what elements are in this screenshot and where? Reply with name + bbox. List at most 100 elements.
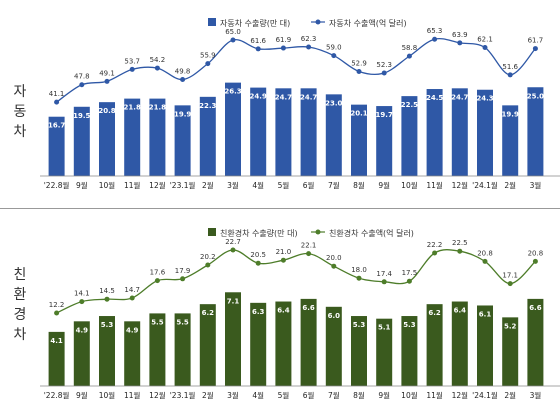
bar-value-label: 22.5 (401, 101, 418, 109)
x-tick-label: 9월 (76, 390, 88, 400)
line-value-label: 51.6 (502, 63, 518, 71)
legend-bar-label: 자동차 수출량(만 대) (220, 18, 290, 28)
line-value-label: 52.9 (351, 59, 367, 67)
line-point (230, 247, 236, 253)
x-tick-label: '23.1월 (170, 390, 196, 400)
x-tick-label: 4월 (252, 180, 264, 190)
line-point (482, 258, 488, 264)
line-point (79, 299, 85, 305)
x-tick-label: 5월 (278, 390, 290, 400)
row-label-char: 자 (13, 84, 27, 100)
bar (124, 98, 141, 176)
bar (451, 301, 468, 386)
bar (149, 313, 166, 386)
bar (300, 88, 317, 176)
bar (99, 102, 115, 176)
x-tick-label: 6월 (303, 180, 315, 190)
x-tick-label: 3월 (530, 180, 542, 190)
x-tick-label: 4월 (252, 390, 264, 400)
bar-value-label: 19.5 (73, 112, 90, 120)
bar-value-label: 5.1 (378, 324, 391, 332)
bar (351, 316, 367, 386)
bar (451, 88, 468, 176)
line-point (432, 250, 438, 256)
eco-car-export-chart: 친환경차 수출량(만 대) 친환경차 수출액(억 달러) 4.1 4.9 5.3 4.9 5… (40, 228, 560, 400)
row-label-char: 친 (13, 267, 27, 283)
line-point (205, 61, 211, 67)
line-value-label: 22.5 (452, 239, 468, 247)
line-point (230, 37, 236, 43)
line-value-label: 54.2 (150, 56, 166, 64)
line-value-label: 20.8 (477, 249, 493, 257)
line-point (406, 278, 412, 284)
line-value-label: 61.7 (528, 37, 544, 45)
x-tick-label: 9월 (378, 390, 390, 400)
x-tick-label: 2월 (504, 390, 516, 400)
bar (149, 98, 166, 176)
bar-value-label: 24.9 (250, 93, 267, 101)
x-tick-label: 3월 (227, 390, 239, 400)
x-tick-label: 2월 (202, 390, 214, 400)
line-value-label: 22.7 (225, 238, 241, 246)
line-value-label: 55.9 (200, 52, 216, 60)
bar-value-label: 6.4 (454, 307, 467, 315)
x-tick-label: 5월 (278, 180, 290, 190)
bar (426, 304, 443, 386)
line-value-label: 21.0 (276, 248, 292, 256)
x-tick-label: 10월 (401, 180, 418, 190)
line-point (79, 82, 85, 88)
bar (376, 106, 393, 176)
line-value-label: 20.8 (528, 249, 544, 257)
bar (325, 94, 342, 176)
x-tick-label: 7월 (328, 390, 340, 400)
chart-legend: 친환경차 수출량(만 대) 친환경차 수출액(억 달러) (208, 228, 414, 238)
bar (225, 292, 241, 386)
line-point (104, 296, 110, 302)
x-tick-label: 11월 (426, 180, 443, 190)
line-point (306, 44, 312, 50)
x-tick-label: '22.8월 (44, 390, 70, 400)
bar (99, 316, 115, 386)
line-value-label: 61.6 (250, 37, 266, 45)
line-point (180, 77, 186, 83)
line-point (507, 281, 513, 287)
line-value-label: 22.2 (427, 241, 443, 249)
line-point (381, 70, 387, 76)
bar-value-label: 5.5 (176, 318, 189, 326)
line-value-label: 49.1 (99, 69, 115, 77)
line-value-label: 61.9 (276, 36, 292, 44)
bar (275, 88, 292, 176)
x-tick-label: 12월 (149, 390, 166, 400)
bar (73, 321, 90, 386)
line-point (507, 72, 513, 78)
line-value-label: 14.5 (99, 287, 115, 295)
line-point (129, 66, 135, 72)
bar (124, 321, 141, 386)
chart-legend: 자동차 수출량(만 대) 자동차 수출액(억 달러) (208, 18, 407, 28)
line-value-label: 17.9 (175, 267, 191, 275)
bar-value-label: 5.3 (353, 321, 366, 329)
line-value-label: 14.1 (74, 290, 90, 298)
line-value-label: 17.1 (502, 272, 518, 280)
bar-value-label: 6.0 (328, 312, 341, 320)
x-tick-label: 11월 (426, 390, 443, 400)
bar-value-label: 6.2 (202, 309, 215, 317)
bar-value-label: 22.3 (199, 102, 216, 110)
bar-value-label: 20.8 (98, 107, 115, 115)
bar-value-label: 24.3 (476, 95, 493, 103)
line-point (331, 53, 337, 59)
x-tick-label: 9월 (76, 180, 88, 190)
line-value-label: 65.0 (225, 28, 241, 36)
line-point (457, 248, 463, 254)
bar-value-label: 21.8 (124, 104, 141, 112)
line-value-label: 59.0 (326, 44, 342, 52)
bar (300, 298, 317, 386)
bar (502, 317, 519, 386)
bar (351, 104, 367, 176)
line-value-label: 14.7 (124, 286, 140, 294)
line-value-label: 41.1 (49, 90, 65, 98)
line-value-label: 12.2 (49, 301, 65, 309)
row-label-char: 차 (13, 327, 27, 343)
